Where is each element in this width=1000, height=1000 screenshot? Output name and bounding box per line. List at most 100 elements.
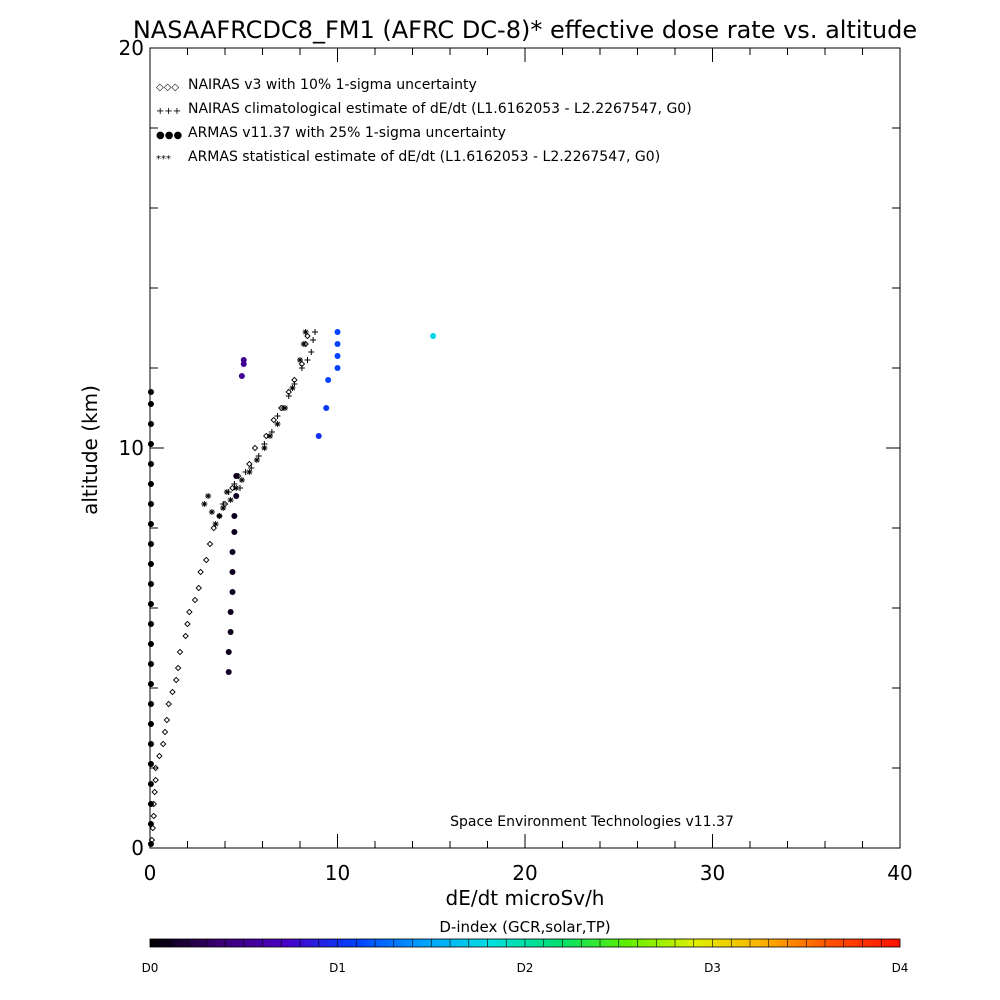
legend-marker: ***: [156, 154, 171, 165]
asterisk-marker: [282, 405, 288, 411]
diamond-marker: [176, 648, 184, 656]
circle-marker: [147, 781, 154, 787]
diamond-marker: [210, 524, 217, 532]
diamond-marker: [174, 664, 182, 672]
plus-marker: [298, 365, 305, 371]
circle-marker: [147, 481, 154, 487]
circle-marker: [147, 521, 154, 527]
chart-title: NASAAFRCDC8_FM1 (AFRC DC-8)* effective d…: [133, 16, 917, 44]
diamond-marker: [151, 788, 158, 796]
circle-marker: [334, 329, 341, 335]
x-tick-label: 40: [887, 861, 912, 885]
x-tick-label: 0: [144, 861, 157, 885]
legend-label: ARMAS v11.37 with 25% 1-sigma uncertaint…: [188, 125, 506, 141]
asterisk-marker: [274, 421, 281, 427]
y-tick-label: 10: [119, 436, 144, 460]
plus-marker: [274, 413, 281, 419]
circle-marker: [147, 741, 154, 747]
circle-marker: [147, 801, 154, 807]
circle-marker: [334, 365, 341, 371]
circle-marker: [231, 529, 238, 535]
circle-marker: [147, 581, 154, 587]
circle-marker: [147, 541, 154, 547]
diamond-marker: [152, 764, 159, 772]
diamond-marker: [263, 432, 270, 440]
circle-marker: [147, 389, 154, 395]
y-axis: 0 10 20: [119, 36, 900, 860]
circle-marker: [147, 501, 154, 507]
x-axis-label: dE/dt microSv/h: [446, 886, 605, 910]
circle-marker: [325, 377, 332, 383]
plus-marker: [304, 357, 311, 363]
diamond-marker: [149, 824, 157, 832]
asterisk-marker: [267, 433, 273, 439]
x-tick-label: 10: [325, 861, 350, 885]
circle-marker: [147, 601, 154, 607]
plus-marker: [310, 337, 317, 343]
diamond-marker: [152, 776, 159, 784]
diamond-marker: [195, 584, 202, 592]
colorbar-tick-label: D0: [142, 961, 159, 975]
asterisk-marker: [220, 505, 227, 511]
colorbar-title: D-index (GCR,solar,TP): [439, 918, 610, 936]
circle-marker: [147, 681, 154, 687]
circle-marker: [227, 609, 234, 615]
y-axis-label: altitude (km): [78, 385, 102, 515]
circle-marker: [147, 721, 154, 727]
asterisk-marker: [246, 469, 253, 475]
asterisk-marker: [201, 501, 208, 507]
circle-marker: [147, 821, 154, 827]
circle-marker: [147, 701, 154, 707]
legend-marker: +++: [156, 106, 181, 117]
circle-marker: [147, 661, 154, 667]
circle-marker: [225, 669, 232, 675]
colorbar-tick-label: D3: [704, 961, 721, 975]
asterisk-marker: [261, 445, 268, 451]
circle-marker: [334, 353, 341, 359]
circle-marker: [229, 589, 236, 595]
circle-marker: [240, 357, 247, 363]
circle-marker: [147, 761, 154, 767]
diamond-marker: [246, 460, 253, 468]
x-tick-label: 20: [512, 861, 537, 885]
plus-marker: [308, 349, 315, 355]
diamond-marker: [197, 568, 204, 576]
circle-marker: [334, 341, 341, 347]
plus-marker: [285, 393, 292, 399]
circle-marker: [147, 621, 154, 627]
colorbar-tick-label: D1: [329, 961, 346, 975]
circle-marker: [227, 629, 234, 635]
credit-annotation: Space Environment Technologies v11.37: [450, 814, 734, 830]
diamond-marker: [206, 540, 214, 548]
asterisk-marker: [212, 521, 219, 527]
circle-marker: [229, 569, 236, 575]
asterisk-marker: [297, 357, 303, 363]
circle-marker: [225, 649, 232, 655]
circle-marker: [147, 401, 154, 407]
diamond-marker: [184, 620, 191, 628]
diamond-marker: [163, 716, 171, 724]
diamond-marker: [304, 332, 311, 340]
y-tick-label: 20: [119, 36, 144, 60]
diamond-marker: [270, 416, 277, 424]
diamond-marker: [191, 596, 199, 604]
diamond-marker: [161, 728, 169, 736]
diamond-marker: [169, 688, 176, 696]
asterisk-marker: [289, 385, 296, 391]
circle-marker: [147, 841, 154, 847]
diamond-marker: [182, 632, 189, 640]
asterisk-marker: [233, 485, 240, 491]
legend-marker: ◇◇◇: [156, 82, 179, 93]
y-tick-label: 0: [131, 836, 144, 860]
diamond-marker: [150, 812, 157, 820]
diamond-marker: [165, 700, 172, 708]
legend-label: ARMAS statistical estimate of dE/dt (L1.…: [188, 149, 660, 165]
circle-marker: [147, 641, 154, 647]
colorbar-tick-label: D2: [517, 961, 534, 975]
circle-marker: [147, 561, 154, 567]
circle-marker: [233, 473, 240, 479]
asterisk-marker: [300, 341, 307, 347]
data-marks: [147, 329, 437, 847]
asterisk-marker: [302, 329, 309, 335]
